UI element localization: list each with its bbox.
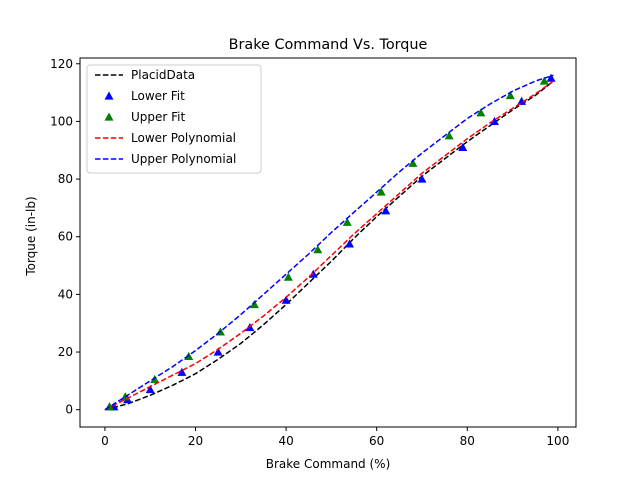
upper-fit-marker bbox=[283, 272, 293, 281]
x-tick-label: 20 bbox=[188, 434, 203, 448]
lower-fit-marker bbox=[489, 116, 499, 126]
y-tick-label: 60 bbox=[58, 230, 73, 244]
upper-polynomial-line bbox=[104, 74, 554, 411]
x-tick-label: 40 bbox=[278, 434, 293, 448]
lower-fit-marker bbox=[177, 367, 187, 376]
legend-swatch-upper-fit bbox=[104, 112, 114, 121]
upper-fit-marker bbox=[313, 245, 323, 254]
y-tick-label: 40 bbox=[58, 287, 73, 301]
x-tick-label: 100 bbox=[546, 434, 569, 448]
x-tick-label: 0 bbox=[101, 434, 109, 448]
upper-fit-marker bbox=[476, 108, 486, 117]
axes-frame bbox=[79, 57, 577, 428]
lower-fit-marker bbox=[381, 206, 391, 215]
lower-fit-marker bbox=[345, 239, 355, 248]
upper-fit-marker bbox=[505, 90, 515, 100]
lower-fit-marker bbox=[213, 347, 223, 356]
chart-title: Brake Command Vs. Torque bbox=[229, 37, 428, 53]
legend-label-lower-polynomial: Lower Polynomial bbox=[131, 131, 236, 145]
legend: PlacidData Lower Fit Upper Fit Lower Polyno… bbox=[86, 64, 262, 174]
lower-fit-marker bbox=[281, 295, 291, 304]
lower-fit-marker bbox=[517, 96, 527, 105]
y-axis-label: Torque (in-lb) bbox=[24, 196, 38, 276]
upper-fit-marker bbox=[408, 158, 418, 167]
y-tick-label: 20 bbox=[58, 345, 73, 359]
x-axis-ticks: 0 20 40 60 80 100 bbox=[101, 427, 569, 448]
lower-fit-marker bbox=[145, 385, 155, 394]
y-axis-ticks: 0 20 40 60 80 100 120 bbox=[50, 57, 80, 417]
legend-label-lower-fit: Lower Fit bbox=[131, 89, 185, 103]
y-tick-label: 0 bbox=[65, 403, 73, 417]
upper-fit-marker bbox=[376, 187, 386, 196]
legend-box bbox=[86, 64, 262, 174]
x-tick-label: 60 bbox=[369, 434, 384, 448]
y-tick-label: 80 bbox=[58, 172, 73, 186]
y-tick-label: 120 bbox=[50, 57, 73, 71]
upper-fit-marker bbox=[150, 374, 160, 384]
legend-label-upper-fit: Upper Fit bbox=[131, 110, 186, 124]
upper-fit-marker bbox=[342, 217, 352, 226]
upper-fit-marker bbox=[249, 299, 259, 309]
x-tick-label: 80 bbox=[460, 434, 475, 448]
x-axis-label: Brake Command (%) bbox=[266, 457, 391, 471]
placiddata-line bbox=[104, 80, 554, 411]
legend-label-upper-polynomial: Upper Polynomial bbox=[131, 152, 236, 166]
upper-fit-marker bbox=[444, 131, 454, 140]
legend-swatch-lower-fit bbox=[104, 91, 114, 100]
y-tick-label: 100 bbox=[50, 114, 73, 128]
lower-fit-marker bbox=[417, 174, 427, 183]
plot-area bbox=[104, 73, 556, 411]
lower-fit-marker bbox=[458, 142, 468, 151]
legend-label-placiddata: PlacidData bbox=[131, 68, 195, 82]
upper-fit-marker bbox=[539, 76, 549, 85]
lower-fit-marker bbox=[546, 73, 556, 82]
